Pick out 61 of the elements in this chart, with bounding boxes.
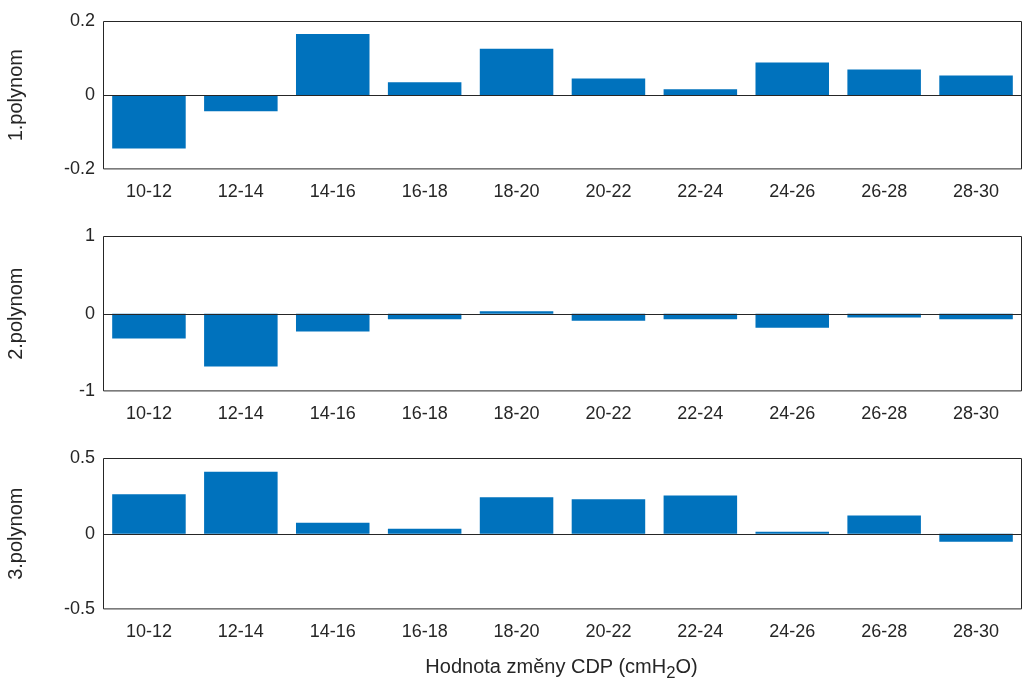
x-tick-label: 12-14 (217, 621, 264, 642)
y-tick-label: 0.2 (69, 9, 95, 30)
x-tick-label: 14-16 (309, 403, 356, 424)
x-tick-label: 18-20 (493, 181, 540, 202)
y-tick-label: 0 (84, 302, 95, 323)
bar (479, 497, 554, 534)
bar (663, 495, 738, 534)
x-tick-label: 14-16 (309, 621, 356, 642)
y-tick-label: -0.5 (63, 598, 95, 619)
bar (479, 48, 554, 96)
x-tick-label: 10-12 (125, 403, 172, 424)
x-tick-label: 20-22 (585, 181, 632, 202)
x-tick-label: 16-18 (401, 621, 448, 642)
x-tick-label: 20-22 (585, 621, 632, 642)
x-tick-label: 10-12 (125, 621, 172, 642)
x-tick-label: 14-16 (309, 181, 356, 202)
x-tick-label: 24-26 (769, 621, 816, 642)
x-tick-label: 22-24 (677, 403, 724, 424)
bar (295, 33, 370, 96)
x-axis-title: Hodnota změny CDP (cmH$_{2}$O) (424, 655, 699, 683)
y-axis-title: 3.polynom (3, 487, 26, 580)
bar (847, 515, 921, 534)
bar (112, 95, 186, 149)
x-tick-label: 18-20 (493, 403, 540, 424)
bar (939, 75, 1013, 96)
bar (755, 62, 830, 96)
x-tick-label: 22-24 (677, 181, 724, 202)
y-tick-label: 0 (84, 84, 95, 105)
x-tick-label: 24-26 (769, 181, 816, 202)
y-axis-title: 1.polynom (3, 49, 26, 142)
bar (204, 95, 278, 112)
bar (387, 528, 462, 534)
x-tick-label: 20-22 (585, 403, 632, 424)
bar (571, 78, 646, 96)
x-tick-label: 12-14 (217, 403, 264, 424)
x-tick-label: 12-14 (217, 181, 264, 202)
x-tick-label: 28-30 (953, 403, 1000, 424)
x-tick-label: 28-30 (953, 181, 1000, 202)
x-tick-label: 28-30 (953, 621, 1000, 642)
bar (112, 494, 186, 534)
x-tick-label: 22-24 (677, 621, 724, 642)
x-tick-label: 16-18 (401, 403, 448, 424)
y-tick-label: -0.2 (63, 158, 95, 179)
y-tick-label: 0 (84, 522, 95, 543)
y-tick-label: 1 (84, 224, 95, 245)
bar (571, 499, 646, 534)
x-tick-label: 24-26 (769, 403, 816, 424)
y-tick-label: 0.5 (69, 446, 95, 467)
x-tick-label: 26-28 (861, 181, 908, 202)
x-tick-label: 26-28 (861, 403, 908, 424)
x-tick-label: 18-20 (493, 621, 540, 642)
y-tick-label: -1 (78, 380, 95, 401)
x-tick-label: 26-28 (861, 621, 908, 642)
x-tick-label: 10-12 (125, 181, 172, 202)
bar (295, 522, 370, 534)
y-axis-title: 2.polynom (3, 267, 26, 360)
bar (204, 471, 278, 534)
bar (663, 89, 738, 96)
x-tick-label: 16-18 (401, 181, 448, 202)
bar (847, 69, 921, 96)
bar (387, 82, 462, 96)
